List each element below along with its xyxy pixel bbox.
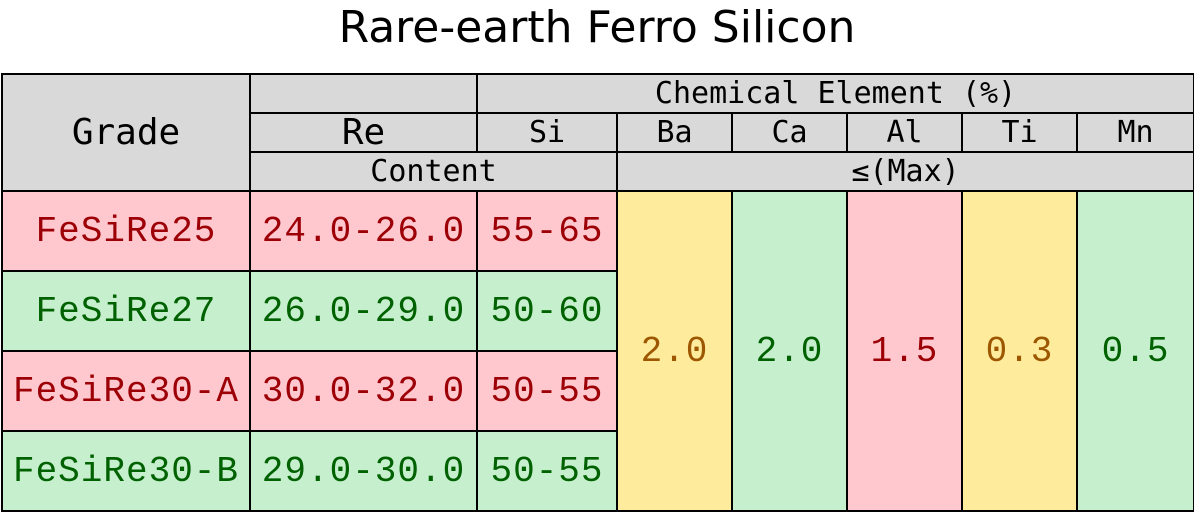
cell: FeSiRe30-A (1, 350, 251, 432)
table: Grade Chemical Element (%) Re Si Ba Ca Al Ti M… (1, 73, 1194, 512)
limit-cell: 2.0 (616, 190, 733, 512)
cell: 55-65 (476, 190, 618, 272)
header-cell: Grade (1, 73, 251, 192)
cell: 50-55 (476, 350, 618, 432)
header-cell: Re (249, 112, 478, 153)
cell: 24.0-26.0 (249, 190, 478, 272)
row: FeSiRe30-A 30.0-32.0 50-55 (1, 350, 1194, 432)
limit-cell: 2.0 (731, 190, 848, 512)
header-cell: Ca (731, 112, 848, 153)
cell: 26.0-29.0 (249, 270, 478, 352)
header-cell: Ti (961, 112, 1078, 153)
row: FeSiRe25 24.0-26.0 55-65 2.0 2.0 1.5 0.3 0.5 (1, 190, 1194, 512)
cell: 29.0-30.0 (249, 430, 478, 512)
header-cell: Chemical Element (%) (475, 73, 1194, 114)
cell: 30.0-32.0 (249, 350, 478, 432)
header-cell: ≤(Max) (615, 151, 1194, 192)
cell: FeSiRe30-B (1, 430, 251, 512)
cell: FeSiRe25 (1, 190, 251, 272)
header-cell: Al (846, 112, 963, 153)
header-cell: Mn (1075, 112, 1194, 153)
header-cell: Ba (616, 112, 733, 153)
header-cell: Si (476, 112, 618, 153)
header-cell (249, 73, 478, 114)
limit-cell: 1.5 (846, 190, 963, 512)
title: Rare-earth Ferro Silicon (338, 2, 856, 53)
cell: FeSiRe27 (1, 270, 251, 352)
row: FeSiRe27 26.0-29.0 50-60 (1, 270, 1194, 352)
row: FeSiRe30-B 29.0-30.0 50-55 (1, 430, 1194, 512)
cell: 50-55 (476, 430, 618, 512)
header-cell: Content (249, 151, 618, 192)
limit-cell: 0.5 (1075, 190, 1194, 512)
cell: 50-60 (476, 270, 618, 352)
limit-cell: 0.3 (961, 190, 1078, 512)
